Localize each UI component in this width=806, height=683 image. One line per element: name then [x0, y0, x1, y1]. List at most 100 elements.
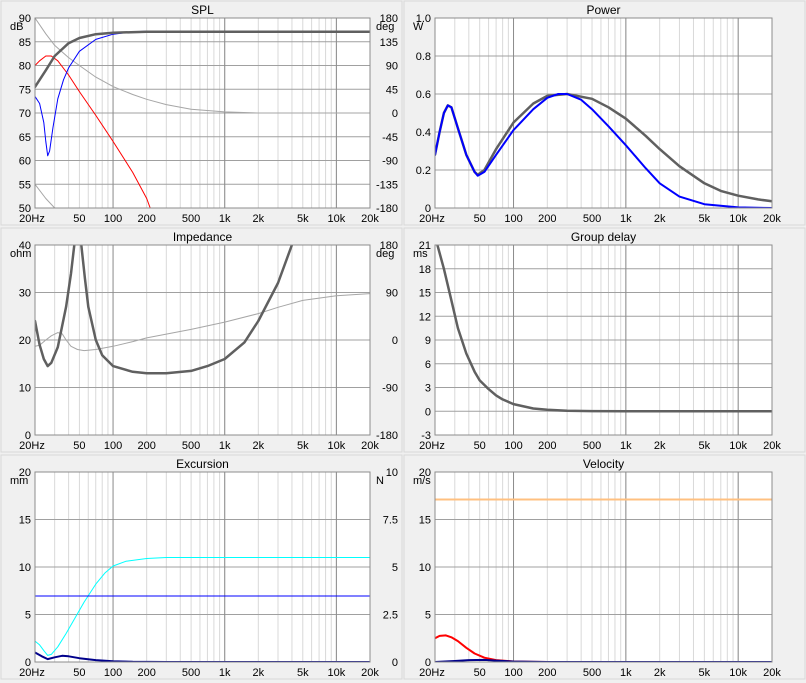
- x-tick-label: 20Hz: [419, 667, 445, 679]
- x-tick-label: 5k: [699, 440, 711, 452]
- x-tick-label: 500: [583, 213, 601, 225]
- y-tick-label: 20: [419, 467, 431, 479]
- x-tick-label: 2k: [654, 667, 666, 679]
- x-tick-label: 1k: [219, 440, 231, 452]
- x-tick-label: 100: [104, 440, 122, 452]
- y-tick-label: 15: [19, 515, 31, 527]
- y-tick-label: 70: [19, 108, 31, 120]
- x-tick-label: 5k: [297, 667, 309, 679]
- x-tick-label: 20Hz: [19, 667, 45, 679]
- x-tick-label: 200: [538, 440, 556, 452]
- plot-border: [34, 17, 371, 209]
- plot-border: [434, 471, 773, 663]
- y2-tick-label: -135: [376, 179, 398, 191]
- x-tick-label: 1k: [219, 667, 231, 679]
- x-tick-label: 1k: [219, 213, 231, 225]
- y-tick-label: 80: [19, 61, 31, 73]
- y-unit-label: ms: [413, 248, 428, 260]
- x-tick-label: 10k: [729, 213, 747, 225]
- series-line-1: [35, 183, 56, 208]
- y-tick-label: 0.4: [416, 127, 431, 139]
- x-tick-label: 1k: [620, 213, 632, 225]
- series-line-2: [35, 55, 151, 208]
- x-tick-label: 100: [504, 667, 522, 679]
- y-unit-label: W: [413, 21, 424, 33]
- x-tick-label: 20Hz: [19, 440, 45, 452]
- x-tick-label: 10k: [328, 667, 346, 679]
- x-tick-label: 100: [504, 213, 522, 225]
- x-tick-label: 2k: [253, 667, 265, 679]
- x-tick-label: 2k: [654, 440, 666, 452]
- y-tick-label: 0: [425, 657, 431, 669]
- y-tick-label: 0: [425, 203, 431, 215]
- x-tick-label: 2k: [253, 213, 265, 225]
- x-tick-label: 50: [73, 667, 85, 679]
- x-tick-label: 50: [73, 440, 85, 452]
- series-line-0: [35, 557, 370, 656]
- x-tick-label: 10k: [729, 440, 747, 452]
- y2-tick-label: 0: [392, 657, 398, 669]
- x-tick-label: 500: [583, 440, 601, 452]
- y-tick-label: 40: [19, 240, 31, 252]
- x-tick-label: 20k: [763, 213, 781, 225]
- y-tick-label: 75: [19, 84, 31, 96]
- y2-tick-label: 0: [392, 108, 398, 120]
- y-tick-label: 18: [419, 264, 431, 276]
- plot-border: [434, 17, 773, 209]
- x-tick-label: 2k: [654, 213, 666, 225]
- y-unit-label: ohm: [10, 248, 31, 260]
- x-tick-label: 100: [104, 213, 122, 225]
- y-tick-label: 15: [419, 515, 431, 527]
- x-tick-label: 20k: [763, 667, 781, 679]
- y2-unit-label: deg: [376, 21, 394, 33]
- x-tick-label: 5k: [297, 440, 309, 452]
- x-tick-label: 50: [474, 440, 486, 452]
- plot-area: [435, 18, 772, 208]
- chart-title: Excursion: [176, 457, 229, 471]
- y-tick-label: 85: [19, 37, 31, 49]
- x-tick-label: 20Hz: [419, 440, 445, 452]
- y-tick-label: 30: [19, 288, 31, 300]
- x-tick-label: 100: [104, 667, 122, 679]
- x-tick-label: 20k: [763, 440, 781, 452]
- y-tick-label: 20: [19, 335, 31, 347]
- y-unit-label: m/s: [413, 475, 431, 487]
- chart-spl: SPL505560657075808590dB-180-135-90-45045…: [0, 0, 403, 226]
- series-line-0: [35, 293, 370, 352]
- y-tick-label: 10: [19, 562, 31, 574]
- x-tick-label: 10k: [729, 667, 747, 679]
- x-tick-label: 500: [583, 667, 601, 679]
- chart-power: Power 0 0.2 0.4 0.6 0.8 1.0W 20Hz 50 100 200 500 1k 2…: [403, 0, 806, 226]
- y-tick-label: 10: [19, 383, 31, 395]
- series-line-0: [35, 18, 370, 114]
- x-tick-label: 500: [182, 667, 200, 679]
- x-tick-label: 200: [538, 667, 556, 679]
- x-tick-label: 10k: [328, 213, 346, 225]
- y2-tick-label: 7.5: [383, 515, 398, 527]
- x-tick-label: 1k: [620, 440, 632, 452]
- chart-title: Power: [586, 3, 620, 17]
- plot-border: [34, 471, 371, 663]
- x-tick-label: 20k: [361, 213, 379, 225]
- x-tick-label: 200: [137, 667, 155, 679]
- y-tick-label: 6: [425, 359, 431, 371]
- y2-tick-label: 0: [392, 335, 398, 347]
- y2-tick-label: 180: [380, 240, 398, 252]
- y2-unit-label: deg: [376, 248, 394, 260]
- y-tick-label: 5: [425, 610, 431, 622]
- y-tick-label: 21: [419, 240, 431, 252]
- y-unit-label: mm: [10, 475, 28, 487]
- y-tick-label: 50: [19, 203, 31, 215]
- y2-tick-label: -180: [376, 430, 398, 442]
- y-tick-label: 1.0: [416, 13, 431, 25]
- y2-tick-label: 135: [380, 37, 398, 49]
- x-tick-label: 200: [538, 213, 556, 225]
- plot-border: [34, 244, 371, 436]
- x-tick-label: 1k: [620, 667, 632, 679]
- x-tick-label: 5k: [699, 213, 711, 225]
- x-tick-label: 50: [73, 213, 85, 225]
